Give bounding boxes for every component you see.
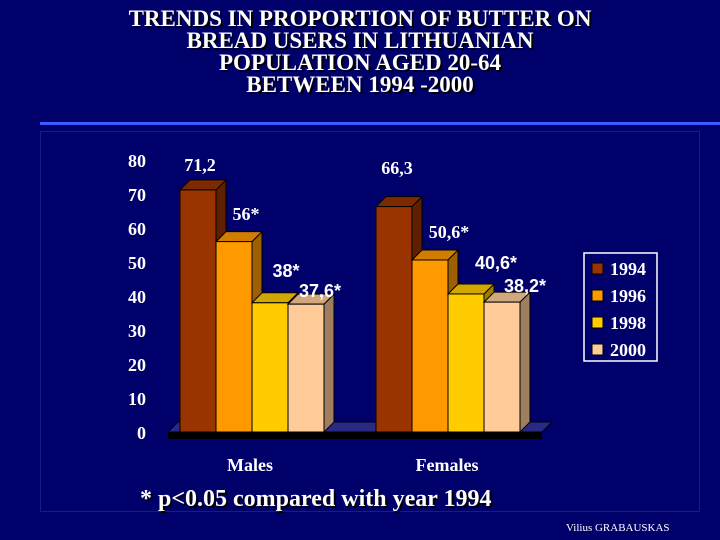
category-label: Males xyxy=(227,455,273,475)
data-label: 50,6* xyxy=(429,222,470,242)
data-label: 71,2 xyxy=(184,155,216,175)
y-tick-label: 50 xyxy=(128,253,146,273)
y-tick-label: 10 xyxy=(128,389,146,409)
y-tick-label: 0 xyxy=(137,423,146,443)
chart-floor-edge xyxy=(168,432,542,439)
bar-1996-males xyxy=(215,241,253,433)
title-line-3: POPULATION AGED 20-64 xyxy=(219,50,501,75)
bar-1996-females xyxy=(411,259,449,433)
slide-title: TRENDS IN PROPORTION OF BUTTER ON BREAD … xyxy=(20,6,700,97)
y-tick-label: 60 xyxy=(128,219,146,239)
title-line-1: TRENDS IN PROPORTION OF BUTTER ON xyxy=(128,6,592,31)
y-tick-label: 20 xyxy=(128,355,146,375)
data-label: 38* xyxy=(272,261,299,281)
title-line-4: BETWEEN 1994 -2000 xyxy=(246,72,474,97)
data-label: 66,3 xyxy=(381,158,413,178)
bar-1998-females xyxy=(447,293,485,433)
legend-label: 1994 xyxy=(610,259,646,279)
legend-swatch xyxy=(591,289,604,302)
bar-1998-males xyxy=(251,302,289,433)
bar-2000-males xyxy=(287,303,325,433)
data-label: 56* xyxy=(233,204,260,224)
data-label: 40,6* xyxy=(475,253,517,273)
bar-1994-females xyxy=(375,206,413,433)
title-line-2: BREAD USERS IN LITHUANIAN xyxy=(186,28,534,53)
data-label: 37,6* xyxy=(299,281,341,301)
plot-frame xyxy=(40,131,700,512)
legend-label: 1998 xyxy=(610,313,646,333)
bar-1994-males xyxy=(179,189,217,433)
y-tick-label: 40 xyxy=(128,287,146,307)
category-label: Females xyxy=(416,455,479,475)
title-divider xyxy=(40,122,720,125)
bar-2000-females xyxy=(483,301,521,433)
y-tick-label: 80 xyxy=(128,151,146,171)
legend-label: 2000 xyxy=(610,340,646,360)
bar-side xyxy=(323,292,335,434)
author-credit: Vilius GRABAUSKAS xyxy=(566,522,670,534)
data-label: 38,2* xyxy=(504,276,546,296)
legend-swatch xyxy=(591,262,604,275)
legend-label: 1996 xyxy=(610,286,646,306)
bar-side xyxy=(519,290,531,434)
legend-swatch xyxy=(591,316,604,329)
y-tick-label: 30 xyxy=(128,321,146,341)
y-tick-label: 70 xyxy=(128,185,146,205)
legend-swatch xyxy=(591,343,604,356)
significance-footnote: * p<0.05 compared with year 1994 xyxy=(140,486,492,512)
